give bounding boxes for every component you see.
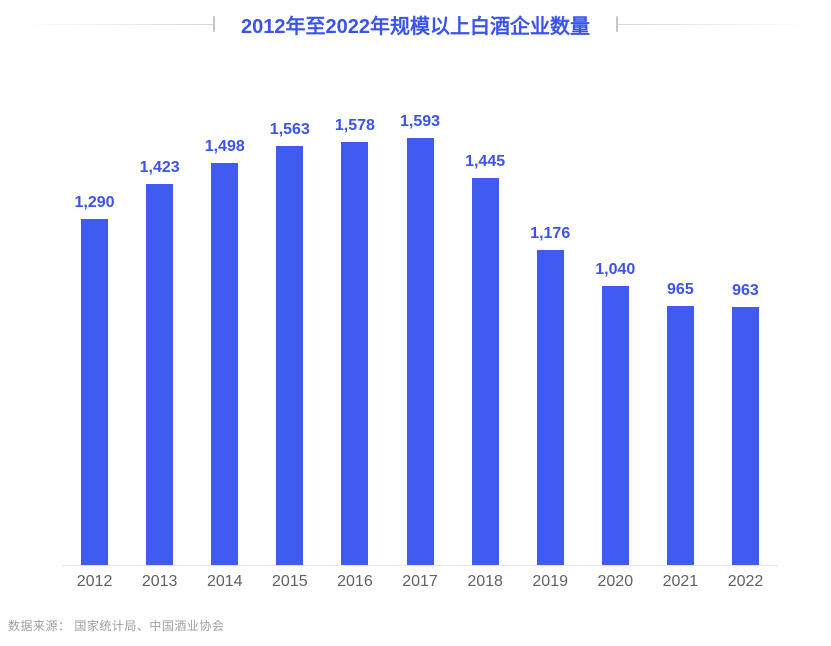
bar-column: 965 — [648, 281, 713, 565]
bar-column: 1,445 — [453, 153, 518, 565]
bar-value-label: 1,176 — [530, 224, 571, 242]
x-axis-label: 2012 — [76, 573, 113, 590]
x-axis-label: 2019 — [532, 573, 568, 590]
chart-header: 2012年至2022年规模以上白酒企业数量 — [0, 10, 831, 38]
bar — [666, 306, 694, 565]
bar-column: 1,176 — [518, 225, 583, 565]
x-axis-label: 2017 — [402, 573, 438, 590]
x-axis-label: 2021 — [662, 573, 699, 590]
bar-value-label: 1,578 — [334, 116, 375, 134]
bar-value-label: 1,040 — [595, 260, 636, 278]
x-axis-label: 2020 — [597, 573, 634, 590]
bar-value-label: 965 — [667, 280, 694, 298]
x-axis-label: 2016 — [337, 573, 373, 590]
title-right-tick — [616, 16, 618, 32]
bar-value-label: 1,445 — [465, 152, 506, 170]
x-axis: 2012 2013 2014 2015 2016 2017 2018 2019 2020 2021… — [62, 573, 778, 591]
title-right-line — [618, 23, 812, 25]
title-left-tick — [213, 16, 216, 32]
x-axis-label: 2018 — [467, 573, 503, 590]
bar-column: 1,290 — [62, 194, 127, 565]
bar-column: 1,423 — [127, 159, 192, 565]
title-left-line — [20, 23, 214, 25]
x-axis-label: 2022 — [727, 573, 764, 590]
bar-column: 1,563 — [257, 121, 322, 565]
bar-value-label: 1,563 — [269, 120, 310, 138]
bar — [536, 250, 564, 565]
bar — [211, 163, 239, 565]
bar-column: 1,040 — [583, 261, 648, 565]
x-axis-label: 2014 — [206, 573, 243, 590]
bar — [731, 307, 759, 565]
bar — [81, 219, 109, 565]
chart-title: 2012年至2022年规模以上白酒企业数量 — [241, 15, 590, 38]
bar — [471, 178, 499, 565]
bar-value-label: 1,593 — [399, 112, 441, 130]
bar-column: 1,498 — [192, 138, 257, 565]
bar-column: 963 — [713, 282, 778, 565]
bar-column: 1,593 — [387, 113, 452, 565]
bar-value-label: 1,498 — [204, 137, 245, 155]
plot-area: 1,290 1,423 1,498 1,563 1,578 1,593 1,445 1,176… — [62, 100, 778, 566]
bar-column: 1,578 — [322, 117, 387, 565]
bar — [406, 138, 434, 565]
bar-value-label: 1,290 — [74, 193, 115, 211]
bar — [341, 142, 369, 565]
bar — [601, 286, 629, 565]
x-axis-label: 2015 — [272, 573, 308, 590]
bar-value-label: 1,423 — [139, 158, 180, 176]
x-axis-label: 2013 — [141, 573, 178, 590]
bar — [146, 184, 174, 565]
bar — [276, 146, 304, 565]
data-source-note: 数据来源： 国家统计局、中国酒业协会 — [8, 619, 225, 633]
bar-value-label: 963 — [732, 281, 759, 299]
